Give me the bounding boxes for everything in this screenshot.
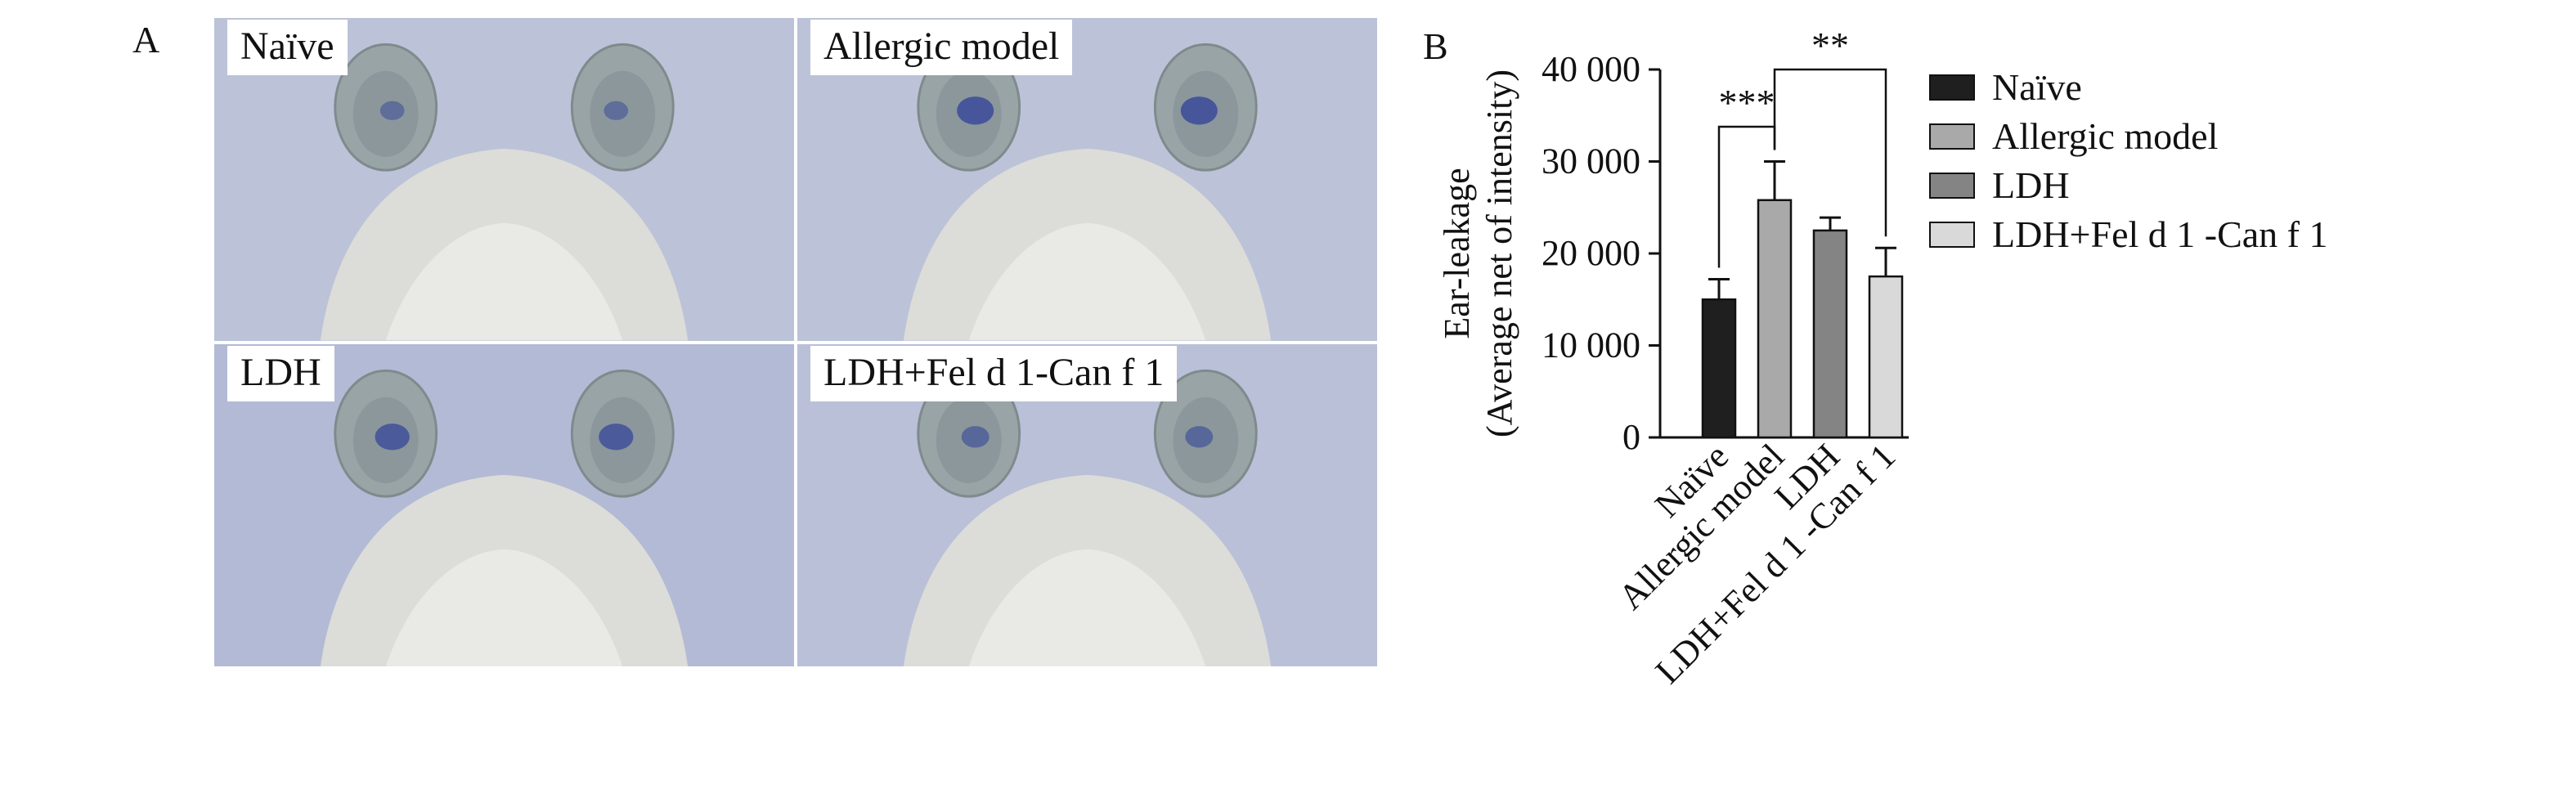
fur-highlight <box>385 549 623 666</box>
legend-label: LDH <box>1992 164 2070 206</box>
ear-photo-grid: Naïve Allergic model LDH LDH+Fel d 1-Can… <box>214 18 1377 666</box>
photo-label: LDH <box>227 345 334 401</box>
blue-dye-spot <box>599 423 634 450</box>
blue-dye-spot <box>604 101 629 120</box>
blue-dye-spot <box>1185 425 1214 447</box>
fur-highlight <box>968 549 1206 666</box>
y-tick-label: 20 000 <box>1542 233 1640 273</box>
blue-dye-spot <box>375 423 410 450</box>
significance-bracket <box>1773 68 1887 237</box>
legend-label: Naïve <box>1992 66 2082 108</box>
photo-label: Naïve <box>227 20 348 75</box>
y-axis-label: Ear-leakage <box>1437 168 1477 338</box>
significance-label: ** <box>1811 25 1849 66</box>
legend-label: LDH+Fel d 1 -Can f 1 <box>1992 213 2328 255</box>
bar <box>1701 298 1737 439</box>
y-axis-label-sub: (Average net of intensity) <box>1479 69 1519 437</box>
blue-dye-spot <box>961 425 990 447</box>
y-tick-label: 30 000 <box>1542 141 1640 182</box>
photo-naive: Naïve <box>214 18 794 341</box>
photo-ldh-fel-can: LDH+Fel d 1-Can f 1 <box>797 343 1377 666</box>
y-tick-label: 10 000 <box>1542 325 1640 365</box>
bar <box>1812 229 1848 439</box>
legend-swatch <box>1929 173 1975 199</box>
bar <box>1757 199 1793 439</box>
photo-label: Allergic model <box>810 20 1073 75</box>
legend-swatch <box>1929 123 1975 150</box>
ear-leakage-bar-chart: B 0 10 000 20 000 30 000 40 000 Ear-leakage (Av… <box>1423 25 2328 692</box>
y-tick-label: 40 000 <box>1542 49 1640 89</box>
mouse-ears-image <box>214 18 794 341</box>
bar <box>1868 275 1904 439</box>
legend-swatch <box>1929 74 1975 101</box>
photo-label: LDH+Fel d 1-Can f 1 <box>810 345 1178 401</box>
blue-dye-spot <box>957 96 994 125</box>
mouse-ears-image <box>797 18 1377 341</box>
legend-swatch <box>1929 222 1975 248</box>
significance-label: *** <box>1719 82 1775 123</box>
photo-ldh: LDH <box>214 343 794 666</box>
panel-a-letter: A <box>132 19 160 61</box>
fur-highlight <box>968 222 1206 341</box>
photo-allergic-model: Allergic model <box>797 18 1377 341</box>
fur-highlight <box>385 222 623 341</box>
blue-dye-spot <box>1180 96 1218 125</box>
legend-label: Allergic model <box>1992 115 2218 157</box>
panel-b-letter: B <box>1423 25 1448 67</box>
blue-dye-spot <box>379 101 405 120</box>
y-tick-label: 0 <box>1622 417 1640 457</box>
